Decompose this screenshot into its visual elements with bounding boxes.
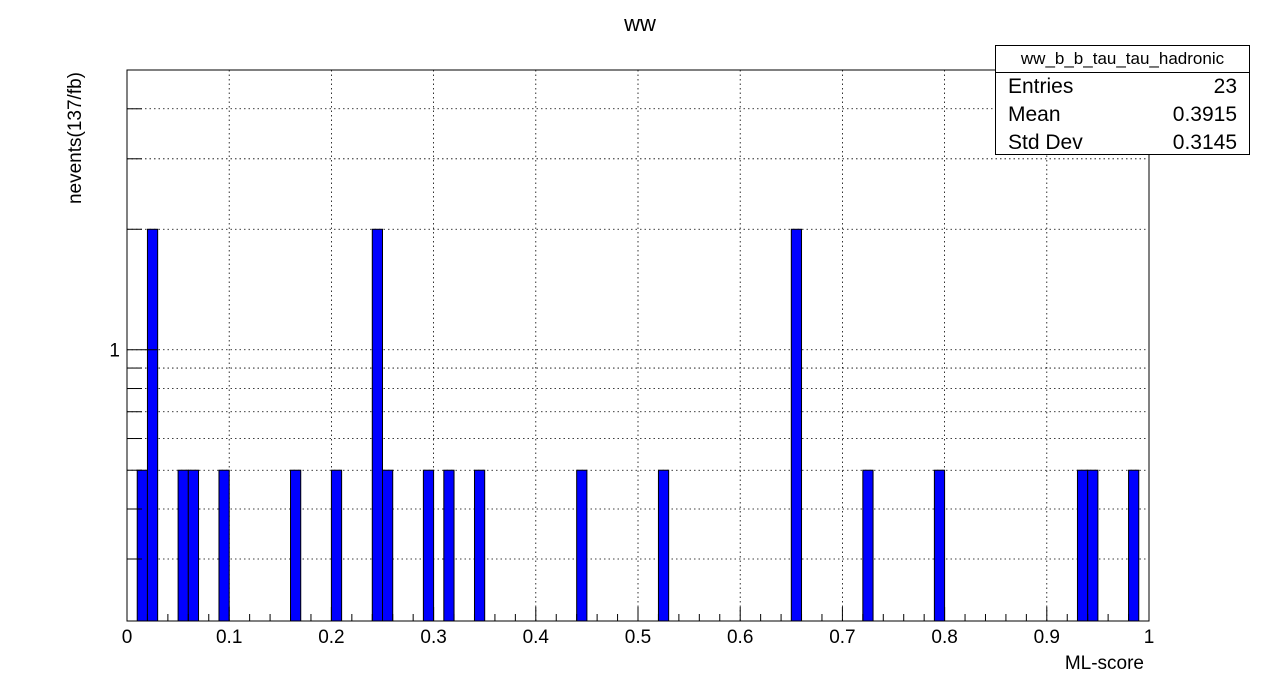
histogram-bar xyxy=(330,469,343,622)
stats-value: 23 xyxy=(1213,75,1237,98)
stats-box: ww_b_b_tau_tau_hadronic Entries 23 Mean … xyxy=(995,45,1250,155)
x-tick-label: 0.8 xyxy=(931,627,957,648)
x-tick-label: 0.1 xyxy=(216,627,242,648)
stats-row-stddev: Std Dev 0.3145 xyxy=(996,129,1249,157)
y-tick-label: 1 xyxy=(109,341,120,362)
chart-title: ww xyxy=(623,11,656,36)
histogram-bar xyxy=(443,469,455,622)
histogram-bar xyxy=(473,469,486,622)
x-tick-label: 0.6 xyxy=(727,627,753,648)
histogram-bar xyxy=(187,469,200,622)
histogram-bar xyxy=(218,469,230,622)
histogram-bar xyxy=(1087,469,1099,622)
histogram-bar xyxy=(576,469,588,622)
stats-value: 0.3915 xyxy=(1172,103,1237,126)
x-tick-label: 0.5 xyxy=(625,627,651,648)
x-tick-label: 0.4 xyxy=(523,627,550,648)
stats-label: Mean xyxy=(1008,103,1061,126)
histogram-bar xyxy=(146,228,159,622)
axes: 0 0.1 0.2 0.3 0.4 0.5 0.6 0.7 0.8 0.9 1 1 xyxy=(109,108,1155,648)
x-tick-label: 0 xyxy=(122,627,133,648)
stats-row-entries: Entries 23 xyxy=(996,73,1249,101)
histogram-bar xyxy=(136,469,148,622)
histogram-bar xyxy=(657,469,670,622)
x-axis-label: ML-score xyxy=(1065,653,1144,674)
histogram-bar xyxy=(790,228,803,622)
histogram-bar xyxy=(1076,469,1089,622)
x-tick-label: 1 xyxy=(1144,627,1155,648)
stats-value: 0.3145 xyxy=(1172,131,1237,154)
x-tick-label: 0.7 xyxy=(829,627,855,648)
histogram-bars xyxy=(136,228,1140,622)
histogram-bar xyxy=(177,469,189,622)
x-tick-label: 0.2 xyxy=(318,627,344,648)
histogram-bar xyxy=(422,469,435,622)
x-tick-label: 0.9 xyxy=(1034,627,1060,648)
histogram-bar xyxy=(1128,469,1140,622)
stats-title: ww_b_b_tau_tau_hadronic xyxy=(996,46,1249,73)
stats-row-mean: Mean 0.3915 xyxy=(996,101,1249,129)
y-axis-label: nevents(137/fb) xyxy=(65,72,86,204)
histogram-bar xyxy=(371,228,383,622)
histogram-bar xyxy=(862,469,874,622)
histogram-bar xyxy=(382,469,394,622)
stats-label: Std Dev xyxy=(1008,131,1083,154)
x-tick-label: 0.3 xyxy=(420,627,446,648)
histogram-bar xyxy=(290,469,302,622)
histogram-bar xyxy=(933,469,946,622)
stats-label: Entries xyxy=(1008,75,1074,98)
